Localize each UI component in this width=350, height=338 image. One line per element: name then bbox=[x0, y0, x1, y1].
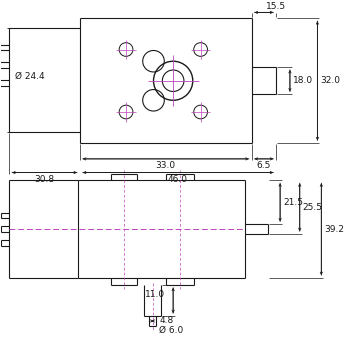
Text: 18.0: 18.0 bbox=[293, 76, 313, 85]
Text: 33.0: 33.0 bbox=[156, 161, 176, 170]
Text: 15.5: 15.5 bbox=[266, 2, 286, 11]
Text: 32.0: 32.0 bbox=[320, 76, 340, 85]
Text: 4.8: 4.8 bbox=[159, 316, 174, 325]
Text: 6.5: 6.5 bbox=[257, 161, 271, 170]
Text: Ø 24.4: Ø 24.4 bbox=[15, 71, 45, 80]
Text: 46.0: 46.0 bbox=[168, 174, 188, 184]
Text: 11.0: 11.0 bbox=[145, 290, 165, 299]
Text: Ø 6.0: Ø 6.0 bbox=[159, 326, 184, 335]
Text: 39.2: 39.2 bbox=[324, 225, 344, 234]
Text: 25.5: 25.5 bbox=[303, 203, 323, 212]
Text: 30.8: 30.8 bbox=[35, 174, 55, 184]
Text: 21.5: 21.5 bbox=[283, 198, 303, 207]
